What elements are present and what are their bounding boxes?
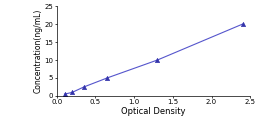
- Point: [105, 77, 109, 79]
- Y-axis label: Concentration(ng/mL): Concentration(ng/mL): [34, 9, 43, 93]
- Point: [82, 86, 86, 88]
- Point: [62, 93, 67, 95]
- Point: [155, 59, 159, 61]
- Point: [70, 91, 74, 93]
- Point: [240, 23, 245, 25]
- X-axis label: Optical Density: Optical Density: [121, 107, 186, 116]
